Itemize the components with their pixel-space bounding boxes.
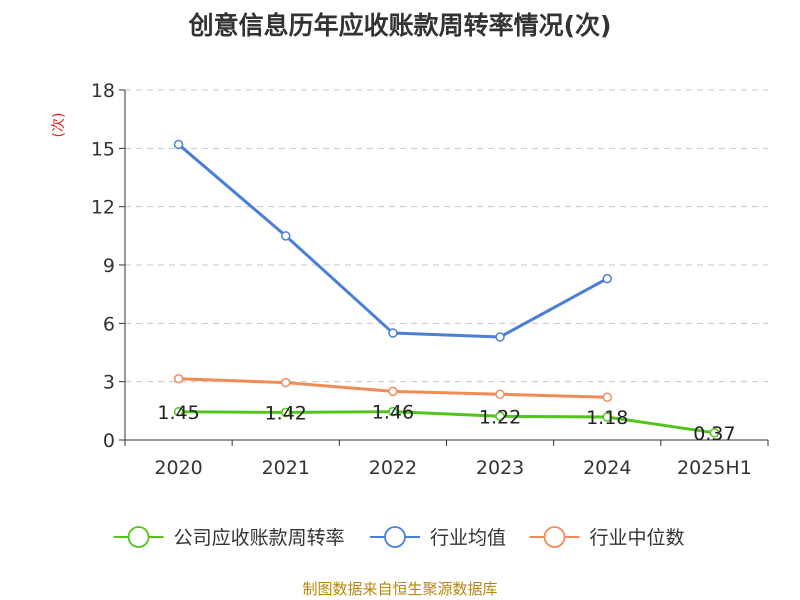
- x-tick-label: 2022: [369, 457, 417, 479]
- data-label: 1.42: [265, 402, 307, 424]
- x-tick-label: 2020: [154, 457, 202, 479]
- data-label: 1.46: [372, 402, 414, 424]
- data-label: 1.22: [479, 406, 521, 428]
- data-point: [173, 407, 184, 417]
- legend-label: 行业中位数: [590, 527, 685, 549]
- legend-swatch-marker: [127, 526, 150, 548]
- series: [173, 139, 720, 438]
- chart-title: 创意信息历年应收账款周转率情况(次): [188, 11, 612, 40]
- legend-label: 公司应收账款周转率: [174, 527, 345, 549]
- data-point: [388, 386, 398, 397]
- data-point: [495, 411, 505, 422]
- data-point: [388, 328, 398, 338]
- data-point: [173, 374, 184, 384]
- data-point: [388, 406, 398, 417]
- grid-lines: [125, 89, 768, 383]
- data-point: [495, 389, 505, 400]
- y-tick-label: 15: [91, 138, 115, 160]
- source-note: 制图数据来自恒生聚源数据库: [302, 580, 498, 598]
- legend-swatch-marker: [543, 526, 566, 548]
- data-point: [281, 231, 291, 241]
- y-tick-label: 9: [103, 255, 115, 277]
- x-tick-label: 2024: [583, 457, 631, 479]
- y-axis-label: (次): [51, 113, 67, 138]
- data-label: 1.18: [586, 407, 628, 429]
- data-point: [281, 377, 291, 388]
- y-tick-label: 0: [103, 430, 115, 452]
- legend-item-1: 公司应收账款周转率: [113, 526, 345, 549]
- data-point: [602, 273, 612, 284]
- y-tick-label: 6: [103, 313, 115, 335]
- data-label: 0.37: [693, 423, 735, 445]
- x-tick-label: 2023: [476, 457, 524, 479]
- legend-item-3: 行业中位数: [529, 526, 685, 549]
- y-tick-label: 12: [91, 197, 115, 219]
- y-tick-label: 3: [103, 372, 115, 394]
- data-labels: 1.45 1.42 1.46 1.22 1.18 0.37: [157, 402, 735, 445]
- data-point: [495, 332, 505, 342]
- data-point: [602, 392, 612, 402]
- legend-item-2: 行业均值: [370, 526, 506, 549]
- data-point: [602, 412, 612, 422]
- y-tick-label: 18: [91, 80, 115, 102]
- series-line-2: [177, 143, 608, 339]
- data-point: [709, 428, 720, 438]
- x-tick-label: 2021: [262, 457, 310, 479]
- legend-label: 行业均值: [430, 527, 506, 549]
- data-label: 1.45: [157, 402, 199, 424]
- data-point: [281, 407, 291, 418]
- series-line-1: [178, 410, 715, 435]
- data-point: [173, 139, 184, 150]
- legend: 公司应收账款周转率 行业均值 行业中位数: [113, 526, 685, 549]
- axes: 0 3 6 9 12 15 18 2020 2021 2022 2023 2024 2025H1 (次): [51, 80, 769, 479]
- legend-swatch-marker: [384, 526, 406, 548]
- x-tick-label: 2025H1: [677, 457, 752, 479]
